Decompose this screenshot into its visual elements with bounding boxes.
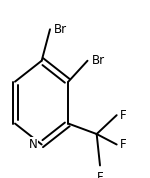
- Text: N: N: [29, 138, 38, 151]
- Text: F: F: [97, 171, 103, 178]
- Text: Br: Br: [92, 54, 105, 67]
- Text: F: F: [120, 138, 127, 151]
- Text: F: F: [120, 109, 127, 122]
- Text: Br: Br: [54, 23, 67, 36]
